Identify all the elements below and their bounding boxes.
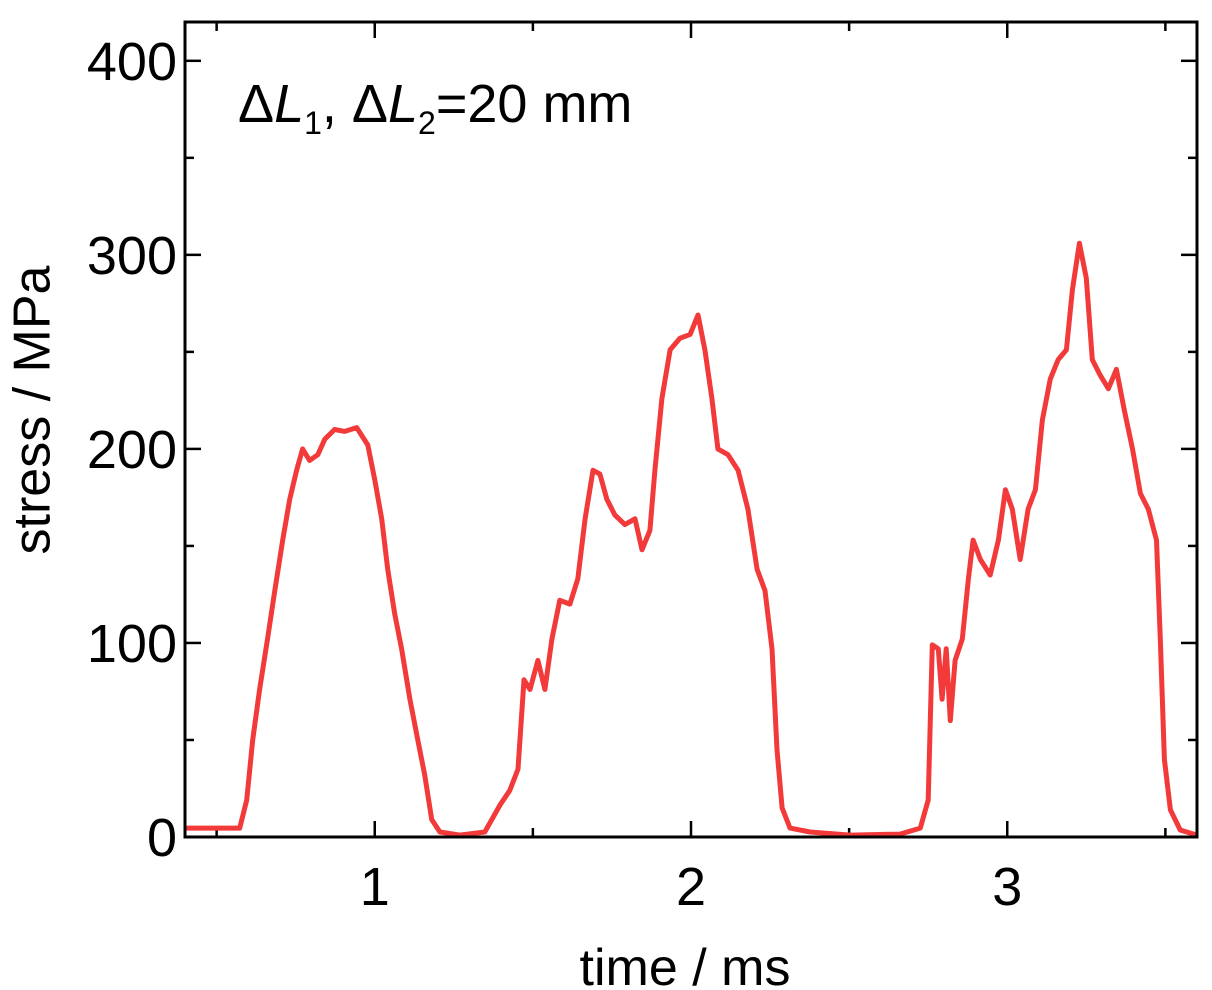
x-tick-label: 2 <box>676 857 706 917</box>
x-axis-label: time / ms <box>580 939 791 990</box>
x-tick-label: 1 <box>360 857 390 917</box>
y-axis-label: stress / MPa <box>4 265 62 554</box>
annotation-part: 2 <box>418 105 436 141</box>
annotation-part: L <box>274 74 304 134</box>
y-tick-label: 400 <box>87 32 177 92</box>
y-tick-label: 0 <box>147 808 177 868</box>
y-tick-label: 300 <box>87 226 177 286</box>
annotation-part: L <box>388 74 418 134</box>
y-tick-label: 200 <box>87 420 177 480</box>
annotation-part: 1 <box>304 105 322 141</box>
plot-frame <box>183 20 1199 839</box>
x-tick-label: 3 <box>992 857 1022 917</box>
annotation-part: Δ <box>238 74 274 134</box>
y-tick-label: 100 <box>87 614 177 674</box>
annotation-part: , Δ <box>322 74 388 134</box>
line <box>185 240 1198 838</box>
annotation-part: =20 mm <box>436 74 633 134</box>
annotation: ΔL1, ΔL2=20 mm <box>238 74 632 141</box>
